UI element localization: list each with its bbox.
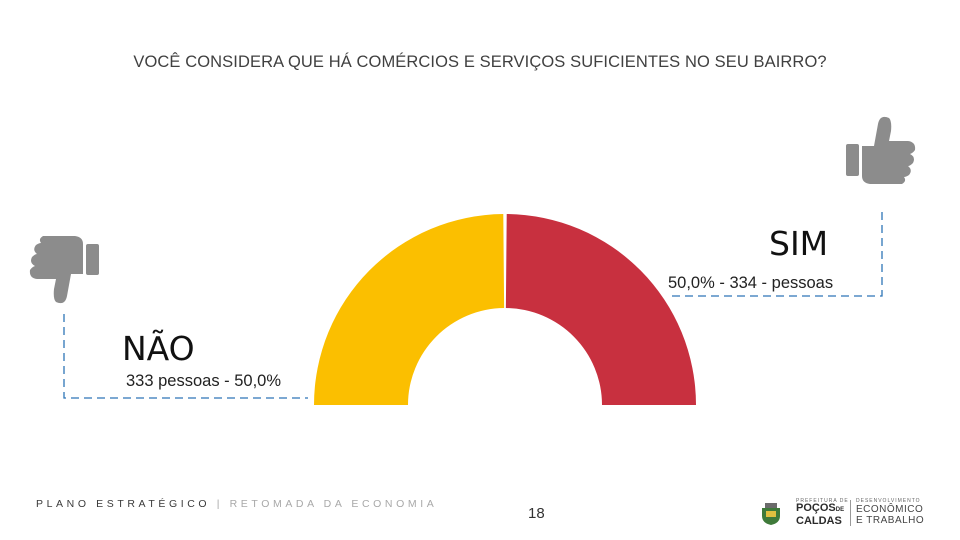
chart-slices (314, 214, 696, 405)
footer-separator: | (216, 498, 224, 510)
footer-subtitle: RETOMADA DA ECONOMIA (229, 498, 438, 510)
logo-city-line2: CALDAS (796, 515, 842, 527)
footer-plan: PLANO ESTRATÉGICO | RETOMADA DA ECONOMIA (36, 498, 437, 510)
city-crest-icon (762, 503, 780, 525)
logo-separator (850, 500, 851, 526)
slice-nao (314, 214, 505, 405)
slice-sim (505, 214, 696, 405)
logo-city-de: DE (835, 507, 845, 513)
thumbs-down-icon (29, 236, 99, 304)
footer-plan-label: PLANO ESTRATÉGICO (36, 498, 211, 510)
logo-city-name: POÇOSDE CALDAS (796, 503, 848, 527)
logo-prefecture-small: PREFEITURA DE (796, 498, 849, 504)
page-number: 18 (528, 505, 545, 522)
nao-connector-line (63, 314, 308, 399)
logo-dept-name: ECONÔMICO E TRABALHO (856, 504, 936, 526)
logo-city-line1: POÇOS (796, 502, 836, 514)
logo-dept-line1: ECONÔMICO (856, 504, 924, 515)
sim-label: SIM (769, 224, 829, 263)
nao-label: NÃO (122, 329, 195, 368)
sim-detail: 50,0% - 334 - pessoas (668, 274, 834, 292)
logo-dept-line2: E TRABALHO (856, 515, 925, 526)
prefecture-logo: PREFEITURA DE POÇOSDE CALDAS DESENVOLVIM… (760, 498, 930, 530)
thumbs-up-icon (846, 116, 916, 184)
nao-detail: 333 pessoas - 50,0% (126, 372, 282, 390)
question-title: VOCÊ CONSIDERA QUE HÁ COMÉRCIOS E SERVIÇ… (133, 53, 827, 71)
sim-connector-line (672, 212, 883, 297)
logo-dept-small: DESENVOLVIMENTO (856, 498, 921, 504)
